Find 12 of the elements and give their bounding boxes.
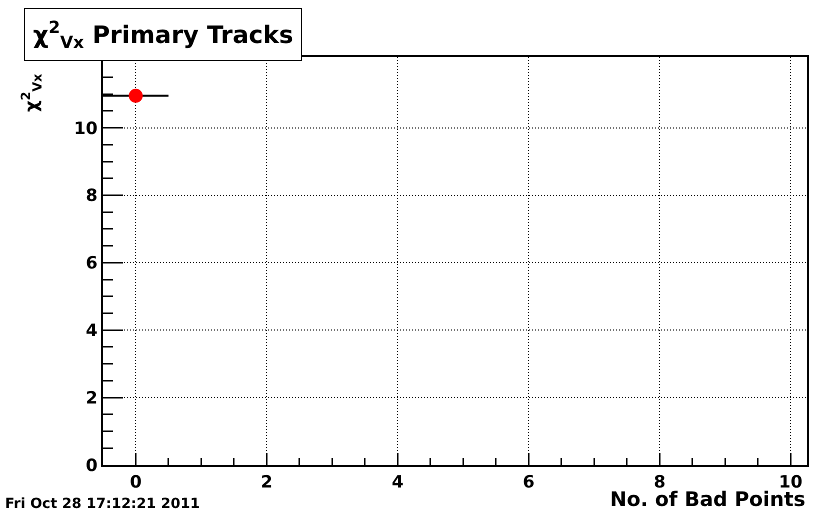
y-tick-label: 4 bbox=[86, 321, 98, 342]
y-tick-label: 0 bbox=[86, 456, 98, 476]
chart-title: χ$^{2}$$_{Vx}$ Primary Tracks bbox=[33, 17, 294, 52]
x-tick-label: 0 bbox=[130, 472, 142, 492]
y-tick-label: 10 bbox=[74, 118, 98, 139]
y-tick-label: 6 bbox=[86, 254, 98, 274]
x-tick-label: 6 bbox=[522, 472, 535, 492]
y-tick-label: 8 bbox=[86, 186, 98, 206]
x-tick-label: 2 bbox=[260, 472, 273, 492]
y-tick-label: 2 bbox=[86, 388, 98, 409]
x-tick-label: 4 bbox=[392, 472, 404, 492]
text: Fri Oct 28 17:12:21 2011 bbox=[5, 496, 200, 512]
